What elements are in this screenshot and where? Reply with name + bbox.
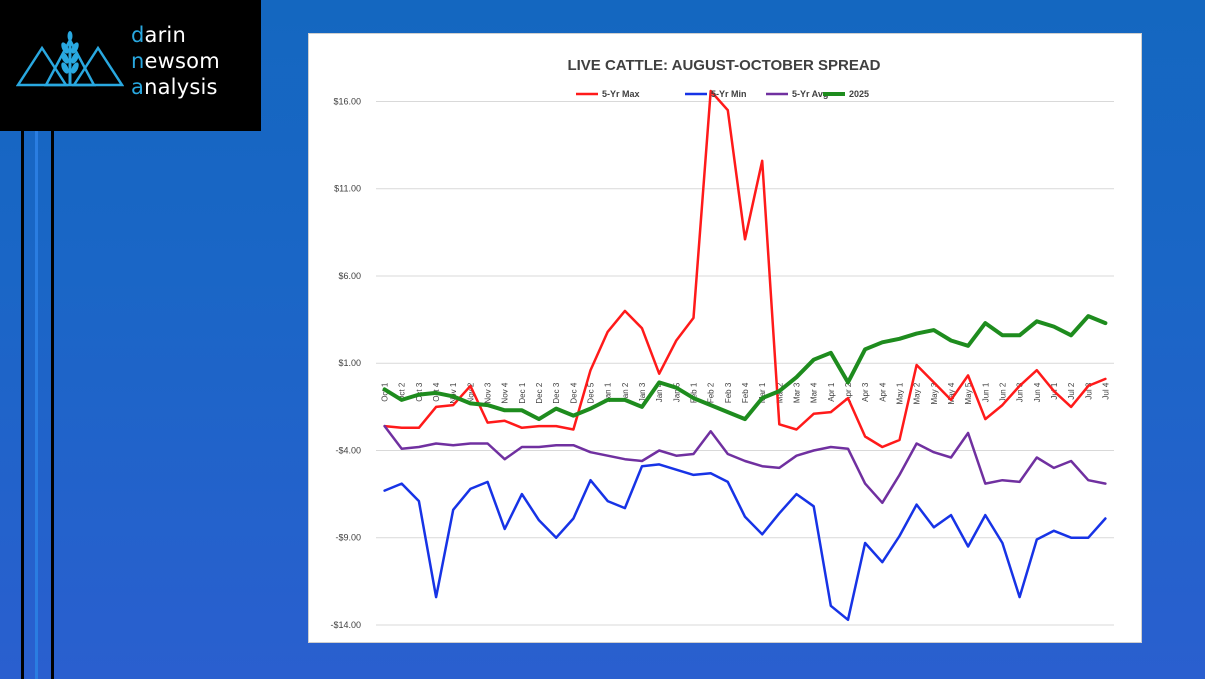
line-chart: LIVE CATTLE: AUGUST-OCTOBER SPREAD $16.0… [330,57,1114,630]
x-tick-label: Nov 2 [466,382,475,403]
x-tick-label: Nov 3 [484,382,493,403]
x-tick-label: May 4 [947,382,956,404]
x-tick-label: Jan 1 [604,382,613,402]
x-tick-label: Jun 1 [981,382,990,402]
mountain-wheat-icon [16,31,124,87]
x-tick-label: Dec 3 [552,382,561,403]
x-tick-label: Dec 2 [535,382,544,403]
x-tick-label: Apr 4 [878,382,887,402]
brand-wordmark: darin newsom analysis [131,22,220,100]
x-tick-label: Jan 4 [655,382,664,402]
x-tick-label: Nov 4 [501,382,510,403]
x-tick-label: Jan 3 [638,382,647,402]
brand-line-1: darin [131,23,186,47]
legend-label-5-yr-avg: 5-Yr Avg [792,89,828,99]
series-line-5-yr-min [383,463,1107,622]
chart-title: LIVE CATTLE: AUGUST-OCTOBER SPREAD [567,57,880,74]
x-tick-label: Apr 1 [827,382,836,402]
x-tick-label: Mar 3 [792,382,801,403]
x-tick-label: Feb 1 [690,382,699,403]
x-tick-label: Jun 3 [1016,382,1025,402]
brand-line-2: newsom [131,49,220,73]
y-tick-label: -$9.00 [335,533,361,543]
series-line-5-yr-max [383,89,1107,449]
decorative-line-blue [35,131,38,679]
x-tick-label: May 1 [895,382,904,404]
x-tick-label: Mar 1 [758,382,767,403]
x-tick-label: Dec 4 [569,382,578,403]
x-tick-label: Oct 2 [398,382,407,402]
x-tick-label: Oct 3 [415,382,424,402]
decorative-line-black-1 [21,131,24,679]
x-tick-label: Apr 2 [844,382,853,402]
x-tick-label: Dec 5 [587,382,596,403]
chart-panel: LIVE CATTLE: AUGUST-OCTOBER SPREAD $16.0… [308,33,1142,643]
y-tick-label: -$4.00 [335,445,361,455]
x-tick-label: Jul 2 [1067,382,1076,399]
x-tick-label: Nov 1 [449,382,458,403]
brand-line-3: analysis [131,75,218,99]
legend-label-2025: 2025 [849,89,869,99]
x-tick-label: Dec 1 [518,382,527,403]
x-tick-label: May 3 [930,382,939,404]
x-tick-label: Jul 3 [1084,382,1093,399]
x-tick-label: Mar 4 [810,382,819,403]
x-tick-label: Jul 4 [1101,382,1110,399]
y-tick-label: $6.00 [338,271,361,281]
legend-label-5-yr-max: 5-Yr Max [602,89,640,99]
x-tick-label: Feb 2 [707,382,716,403]
x-tick-label: Jun 2 [998,382,1007,402]
x-tick-label: Apr 3 [861,382,870,402]
legend-label-5-yr-min: 5-Yr Min [711,89,747,99]
decorative-line-black-2 [51,131,54,679]
x-tick-label: May 5 [964,382,973,404]
x-tick-label: Feb 4 [741,382,750,403]
y-tick-label: $16.00 [333,96,361,106]
y-tick-label: -$14.00 [330,620,361,630]
series-line-2025 [382,314,1108,422]
brand-logo: darin newsom analysis [0,0,261,131]
x-tick-label: Jun 4 [1033,382,1042,402]
series-line-5-yr-avg [383,424,1107,505]
x-tick-label: Jan 2 [621,382,630,402]
y-tick-label: $11.00 [334,184,361,194]
y-tick-label: $1.00 [338,358,361,368]
x-tick-label: Feb 3 [724,382,733,403]
x-tick-label: May 2 [913,382,922,404]
x-tick-label: Jan 5 [672,382,681,402]
